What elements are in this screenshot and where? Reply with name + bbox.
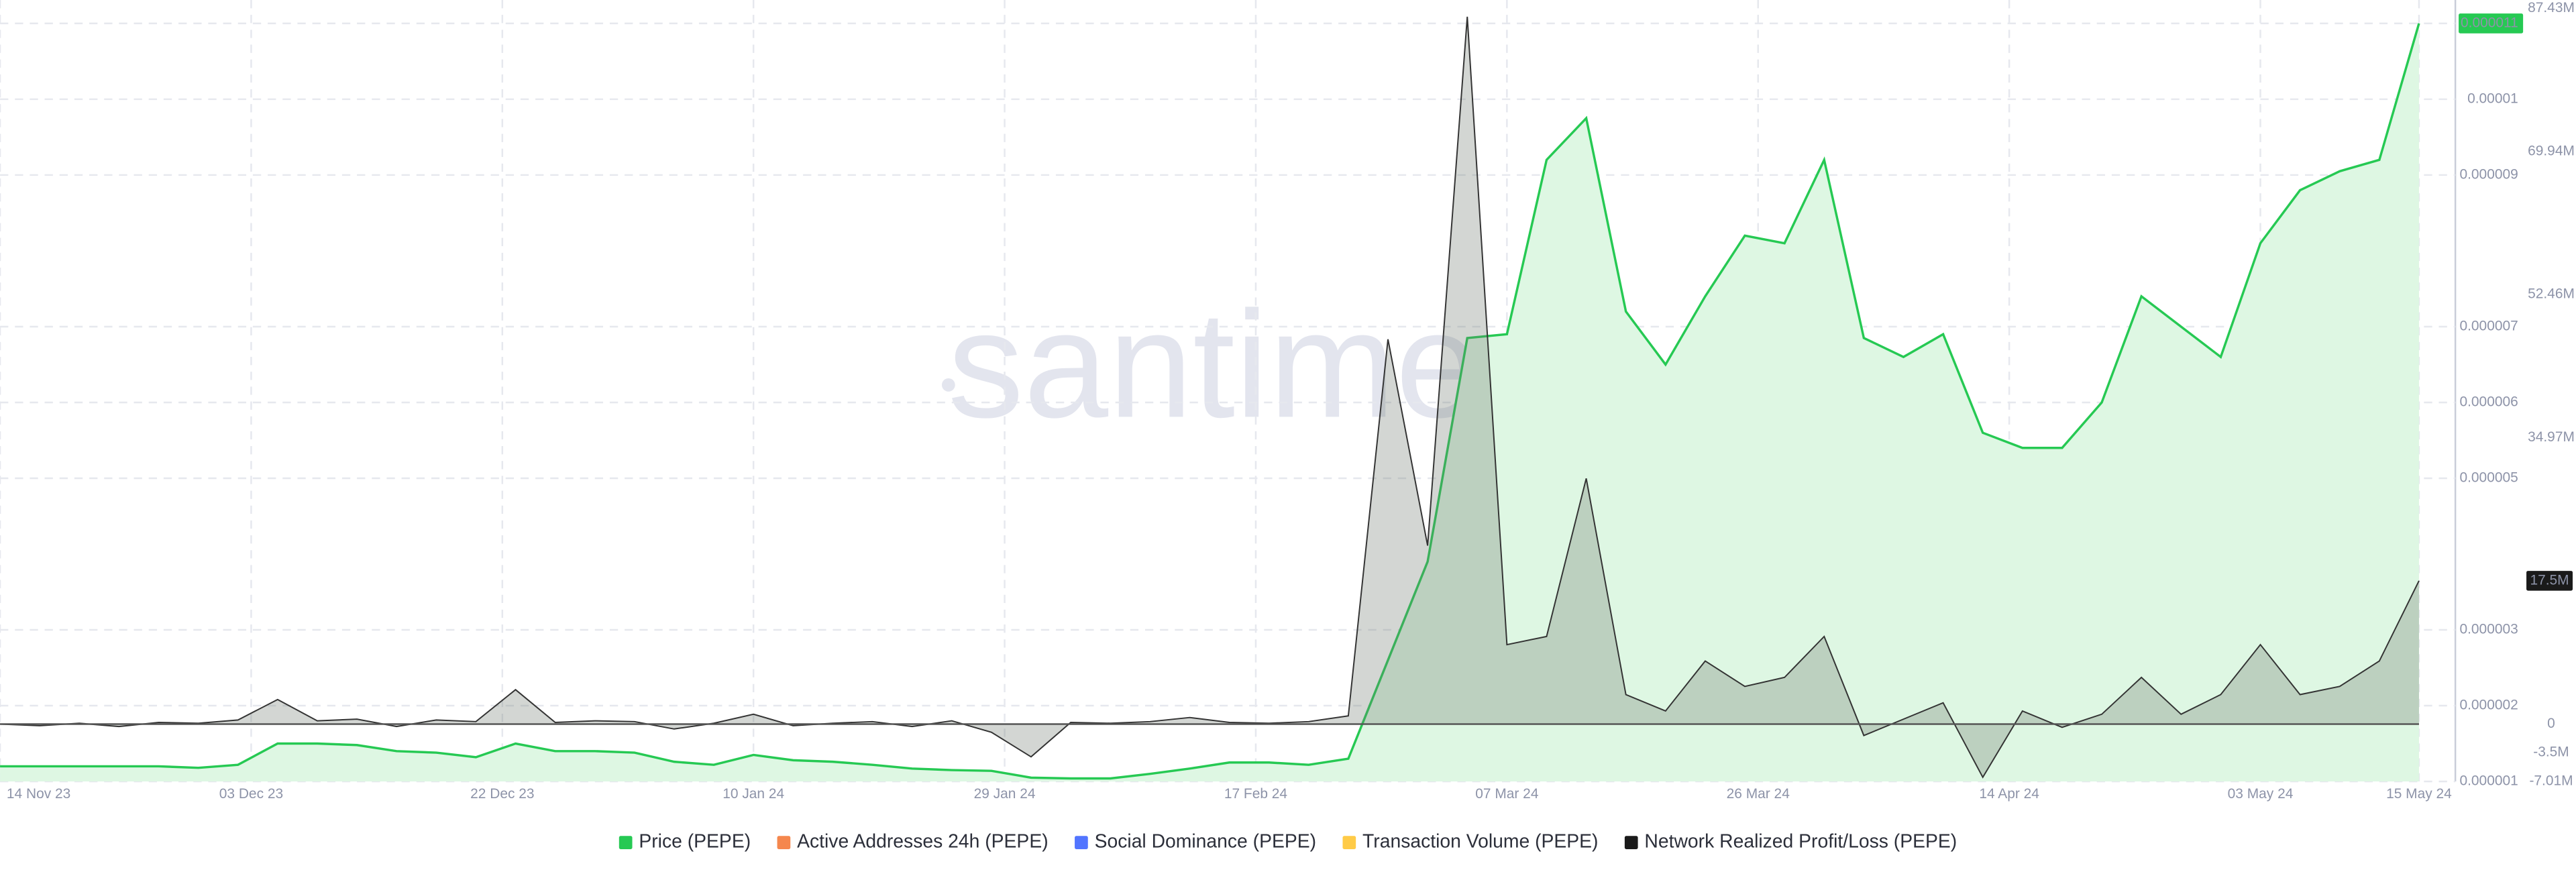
x-tick-label: 17 Feb 24 [1224,786,1288,802]
legend-swatch [619,836,633,850]
x-tick-label: 10 Jan 24 [722,786,784,802]
legend-swatch [1075,836,1088,850]
y2-tick-label: -7.01M [2529,773,2573,789]
area [0,23,2419,782]
last-value-tag [2459,13,2524,34]
line [0,16,2420,779]
watermark-dot [941,378,955,392]
legend-label: Active Addresses 24h (PEPE) [797,831,1049,853]
legend: Price (PEPE) Active Addresses 24h (PEPE) S… [619,831,1957,853]
legend-label: Price (PEPE) [639,831,751,853]
x-tick-label: 14 Nov 23 [7,786,70,802]
legend-item: Price (PEPE) [619,831,751,853]
y2-tick-label: 69.94M [2528,143,2575,158]
y-tick-label: 0.000009 [2459,166,2518,182]
y-tick-label: 0.000003 [2459,622,2518,637]
y2-tick-label: -3.5M [2533,745,2569,760]
x-tick-label: 07 Mar 24 [1475,786,1539,802]
x-tick-label: 03 Dec 23 [219,786,283,802]
legend-swatch [777,836,791,850]
line [0,23,2420,780]
y-tick-label: 0.000007 [2459,318,2518,333]
legend-label: Social Dominance (PEPE) [1095,831,1316,853]
x-tick-label: 22 Dec 23 [470,786,534,802]
last-value-tag [2526,571,2573,591]
y-tick-label: 0.000002 [2459,698,2518,713]
y-tick-label: 0.00001 [2467,91,2518,106]
x-tick-label: 03 May 24 [2228,786,2294,802]
legend-item: Active Addresses 24h (PEPE) [777,831,1049,853]
y2-tick-label: 52.46M [2528,286,2575,302]
y2-tick-label: 17.5M [2530,572,2569,588]
y2-tick-label: 34.97M [2528,429,2575,445]
x-tick-label: 15 May 24 [2386,786,2452,802]
x-tick-label: 26 Mar 24 [1727,786,1790,802]
y-tick-label: 0.000006 [2459,394,2518,410]
legend-swatch [1624,836,1638,850]
y2-tick-label: 0 [2547,716,2555,731]
legend-label: Network Realized Profit/Loss (PEPE) [1644,831,1957,853]
legend-item: Network Realized Profit/Loss (PEPE) [1624,831,1957,853]
axes: 14 Nov 23 03 Dec 23 22 Dec 23 10 Jan 24 29 J… [7,0,2575,802]
legend-item: Social Dominance (PEPE) [1075,831,1316,853]
y-tick-label: 0.000011 [2461,15,2518,30]
x-tick-label: 29 Jan 24 [974,786,1036,802]
plot [0,16,2420,782]
legend-label: Transaction Volume (PEPE) [1362,831,1598,853]
y-tick-label: 0.000001 [2459,773,2518,789]
y-tick-label: 0.000005 [2459,470,2518,486]
y2-tick-label: 87.43M [2528,0,2575,15]
legend-swatch [1342,836,1356,850]
x-tick-label: 14 Apr 24 [1979,786,2039,802]
legend-item: Transaction Volume (PEPE) [1342,831,1598,853]
